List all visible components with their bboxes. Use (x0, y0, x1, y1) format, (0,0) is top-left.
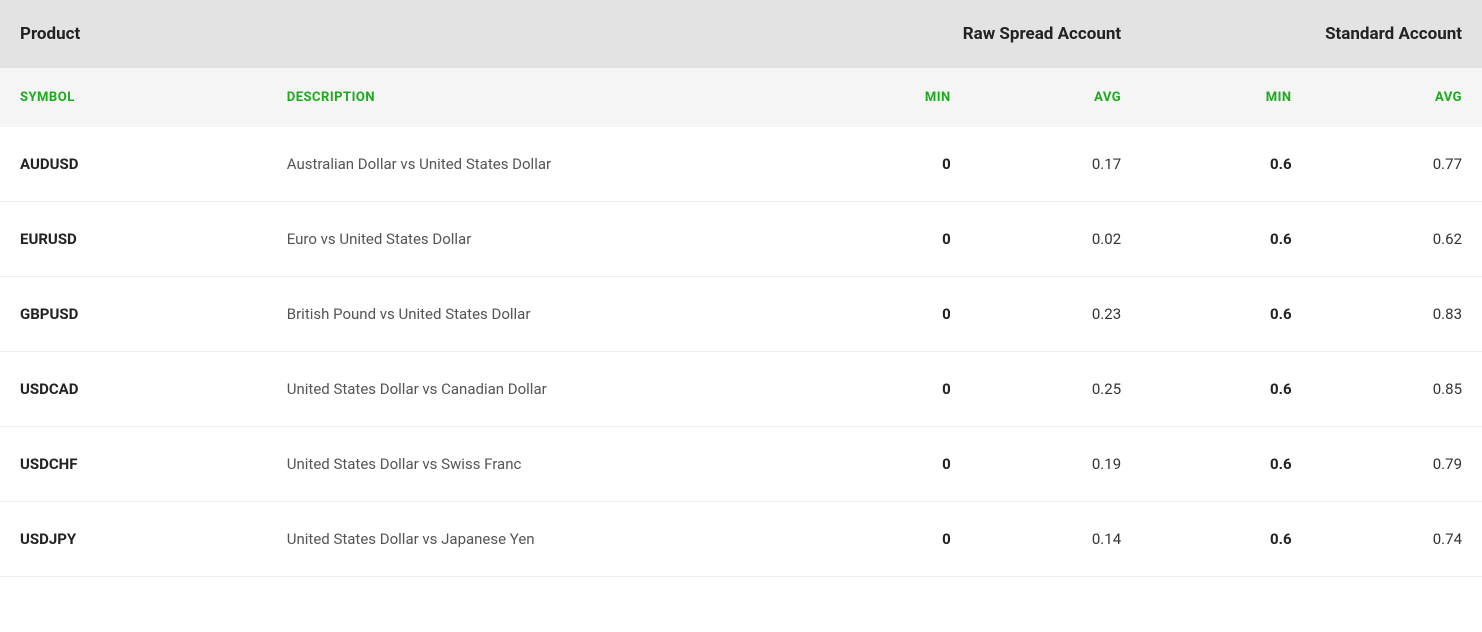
col-raw-avg[interactable]: AVG (971, 68, 1141, 127)
cell-description: United States Dollar vs Canadian Dollar (267, 352, 801, 427)
col-raw-min[interactable]: MIN (800, 68, 970, 127)
cell-description: United States Dollar vs Japanese Yen (267, 502, 801, 577)
cell-std-avg: 0.62 (1312, 202, 1482, 277)
cell-raw-min: 0 (800, 277, 970, 352)
cell-raw-min: 0 (800, 202, 970, 277)
cell-raw-avg: 0.23 (971, 277, 1141, 352)
col-description[interactable]: DESCRIPTION (267, 68, 801, 127)
cell-std-avg: 0.79 (1312, 427, 1482, 502)
table-row: AUDUSDAustralian Dollar vs United States… (0, 127, 1482, 202)
cell-description: Australian Dollar vs United States Dolla… (267, 127, 801, 202)
cell-raw-min: 0 (800, 427, 970, 502)
table-body: AUDUSDAustralian Dollar vs United States… (0, 127, 1482, 577)
sub-header-row: SYMBOL DESCRIPTION MIN AVG MIN AVG (0, 68, 1482, 127)
cell-std-min: 0.6 (1141, 427, 1311, 502)
cell-description: United States Dollar vs Swiss Franc (267, 427, 801, 502)
cell-std-avg: 0.74 (1312, 502, 1482, 577)
cell-std-min: 0.6 (1141, 277, 1311, 352)
cell-symbol: USDCHF (0, 427, 267, 502)
cell-std-min: 0.6 (1141, 502, 1311, 577)
cell-std-avg: 0.83 (1312, 277, 1482, 352)
table-row: USDCADUnited States Dollar vs Canadian D… (0, 352, 1482, 427)
cell-symbol: USDCAD (0, 352, 267, 427)
group-header-row: Product Raw Spread Account Standard Acco… (0, 0, 1482, 68)
cell-symbol: AUDUSD (0, 127, 267, 202)
cell-description: Euro vs United States Dollar (267, 202, 801, 277)
group-header-product: Product (0, 0, 800, 68)
cell-raw-avg: 0.19 (971, 427, 1141, 502)
col-symbol[interactable]: SYMBOL (0, 68, 267, 127)
cell-raw-min: 0 (800, 127, 970, 202)
cell-std-avg: 0.77 (1312, 127, 1482, 202)
table-row: EURUSDEuro vs United States Dollar00.020… (0, 202, 1482, 277)
cell-raw-avg: 0.02 (971, 202, 1141, 277)
col-std-avg[interactable]: AVG (1312, 68, 1482, 127)
spread-table: Product Raw Spread Account Standard Acco… (0, 0, 1482, 577)
cell-symbol: GBPUSD (0, 277, 267, 352)
cell-std-avg: 0.85 (1312, 352, 1482, 427)
cell-raw-avg: 0.25 (971, 352, 1141, 427)
cell-raw-min: 0 (800, 352, 970, 427)
cell-symbol: EURUSD (0, 202, 267, 277)
group-header-standard: Standard Account (1141, 0, 1482, 68)
table-row: USDCHFUnited States Dollar vs Swiss Fran… (0, 427, 1482, 502)
cell-std-min: 0.6 (1141, 352, 1311, 427)
table-row: GBPUSDBritish Pound vs United States Dol… (0, 277, 1482, 352)
cell-symbol: USDJPY (0, 502, 267, 577)
cell-std-min: 0.6 (1141, 127, 1311, 202)
table-row: USDJPYUnited States Dollar vs Japanese Y… (0, 502, 1482, 577)
col-std-min[interactable]: MIN (1141, 68, 1311, 127)
cell-raw-avg: 0.14 (971, 502, 1141, 577)
cell-std-min: 0.6 (1141, 202, 1311, 277)
group-header-raw: Raw Spread Account (800, 0, 1141, 68)
cell-raw-min: 0 (800, 502, 970, 577)
cell-description: British Pound vs United States Dollar (267, 277, 801, 352)
cell-raw-avg: 0.17 (971, 127, 1141, 202)
